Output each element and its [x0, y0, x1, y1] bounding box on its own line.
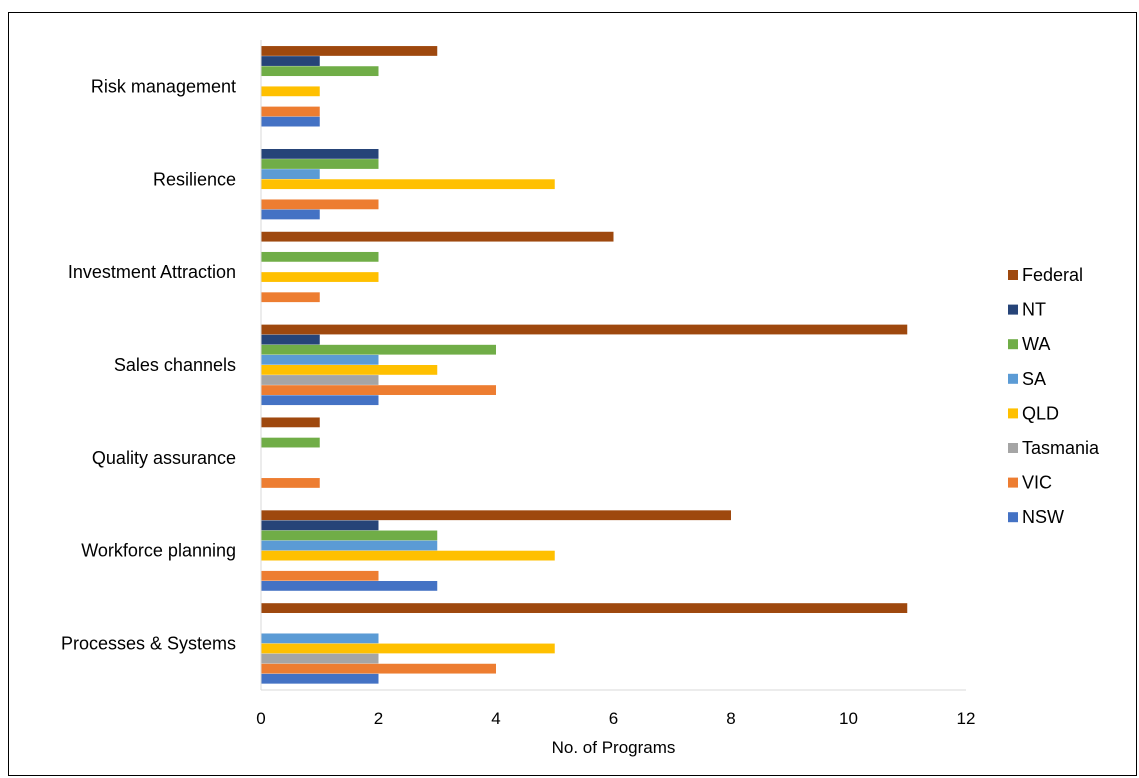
- bar-resilience-wa: [261, 159, 379, 169]
- legend-label-sa: SA: [1022, 369, 1046, 389]
- category-label-sales-channels: Sales channels: [114, 355, 236, 375]
- bar-resilience-vic: [261, 199, 379, 210]
- category-labels: Risk management Resilience Investment Attr…: [61, 76, 236, 653]
- bar-investment-attraction-qld: [261, 272, 379, 282]
- bar-risk-management-federal: [261, 46, 438, 56]
- x-tick-label-8: 8: [726, 709, 735, 728]
- legend-label-nt: NT: [1022, 300, 1046, 320]
- x-tick-label-12: 12: [957, 709, 976, 728]
- legend-label-qld: QLD: [1022, 403, 1059, 423]
- bar-processes-systems-qld: [261, 643, 555, 654]
- bar-quality-assurance-vic: [261, 478, 320, 488]
- bar-sales-channels-wa: [261, 344, 496, 355]
- category-label-quality-assurance: Quality assurance: [92, 448, 236, 468]
- bar-processes-systems-tasmania: [261, 653, 379, 664]
- bar-risk-management-wa: [261, 66, 379, 77]
- bar-workforce-planning-nsw: [261, 580, 438, 591]
- bar-risk-management-vic: [261, 106, 320, 117]
- x-tick-label-2: 2: [374, 709, 383, 728]
- category-label-processes-systems: Processes & Systems: [61, 634, 236, 654]
- bar-sales-channels-federal: [261, 324, 908, 335]
- legend-swatch-wa: [1008, 339, 1018, 350]
- legend-swatch-federal: [1008, 270, 1018, 280]
- bar-processes-systems-vic: [261, 663, 496, 674]
- legend-label-federal: Federal: [1022, 265, 1083, 285]
- bar-workforce-planning-wa: [261, 530, 438, 541]
- legend-swatch-nt: [1008, 304, 1018, 315]
- bar-sales-channels-qld: [261, 365, 438, 375]
- x-tick-labels: 0 2 4 6 8 10 12: [256, 709, 975, 728]
- legend-swatch-nsw: [1008, 512, 1018, 523]
- legend-label-vic: VIC: [1022, 473, 1052, 493]
- bar-workforce-planning-nt: [261, 520, 379, 531]
- bar-risk-management-nsw: [261, 116, 320, 127]
- legend-label-tasmania: Tasmania: [1022, 438, 1100, 458]
- bar-risk-management-nt: [261, 56, 320, 66]
- bar-resilience-nsw: [261, 209, 320, 220]
- bar-sales-channels-tasmania: [261, 375, 379, 385]
- bar-sales-channels-sa: [261, 354, 379, 365]
- bar-resilience-sa: [261, 169, 320, 179]
- bar-workforce-planning-qld: [261, 550, 555, 561]
- x-axis-title: No. of Programs: [552, 738, 676, 757]
- category-label-workforce-planning: Workforce planning: [81, 541, 236, 561]
- category-label-investment-attraction: Investment Attraction: [68, 262, 236, 282]
- legend-swatch-vic: [1008, 477, 1018, 488]
- bar-processes-systems-federal: [261, 603, 908, 613]
- bar-investment-attraction-federal: [261, 231, 614, 242]
- bar-investment-attraction-vic: [261, 292, 320, 303]
- x-tick-label-4: 4: [491, 709, 500, 728]
- category-label-resilience: Resilience: [153, 169, 236, 189]
- legend-swatch-tasmania: [1008, 443, 1018, 453]
- bar-risk-management-qld: [261, 86, 320, 97]
- chart-frame: [8, 12, 1137, 776]
- bar-processes-systems-sa: [261, 633, 379, 644]
- legend-label-nsw: NSW: [1022, 507, 1064, 527]
- bar-sales-channels-vic: [261, 385, 496, 395]
- bar-workforce-planning-vic: [261, 570, 379, 581]
- bar-workforce-planning-federal: [261, 510, 731, 521]
- bar-sales-channels-nt: [261, 334, 320, 345]
- legend: Federal NT WA SA QLD Tasmania VIC NSW: [1008, 265, 1100, 527]
- bar-investment-attraction-wa: [261, 251, 379, 262]
- legend-swatch-qld: [1008, 408, 1018, 419]
- x-tick-label-0: 0: [256, 709, 265, 728]
- bar-quality-assurance-wa: [261, 437, 320, 448]
- x-tick-label-10: 10: [839, 709, 858, 728]
- bars-layer: [261, 46, 908, 684]
- bar-resilience-nt: [261, 149, 379, 159]
- x-tick-label-6: 6: [609, 709, 618, 728]
- bar-processes-systems-nsw: [261, 673, 379, 684]
- bar-quality-assurance-federal: [261, 417, 320, 428]
- bar-workforce-planning-sa: [261, 540, 438, 551]
- category-label-risk-management: Risk management: [91, 76, 236, 96]
- bar-resilience-qld: [261, 179, 555, 190]
- legend-label-wa: WA: [1022, 334, 1050, 354]
- legend-swatch-sa: [1008, 373, 1018, 384]
- bar-sales-channels-nsw: [261, 395, 379, 406]
